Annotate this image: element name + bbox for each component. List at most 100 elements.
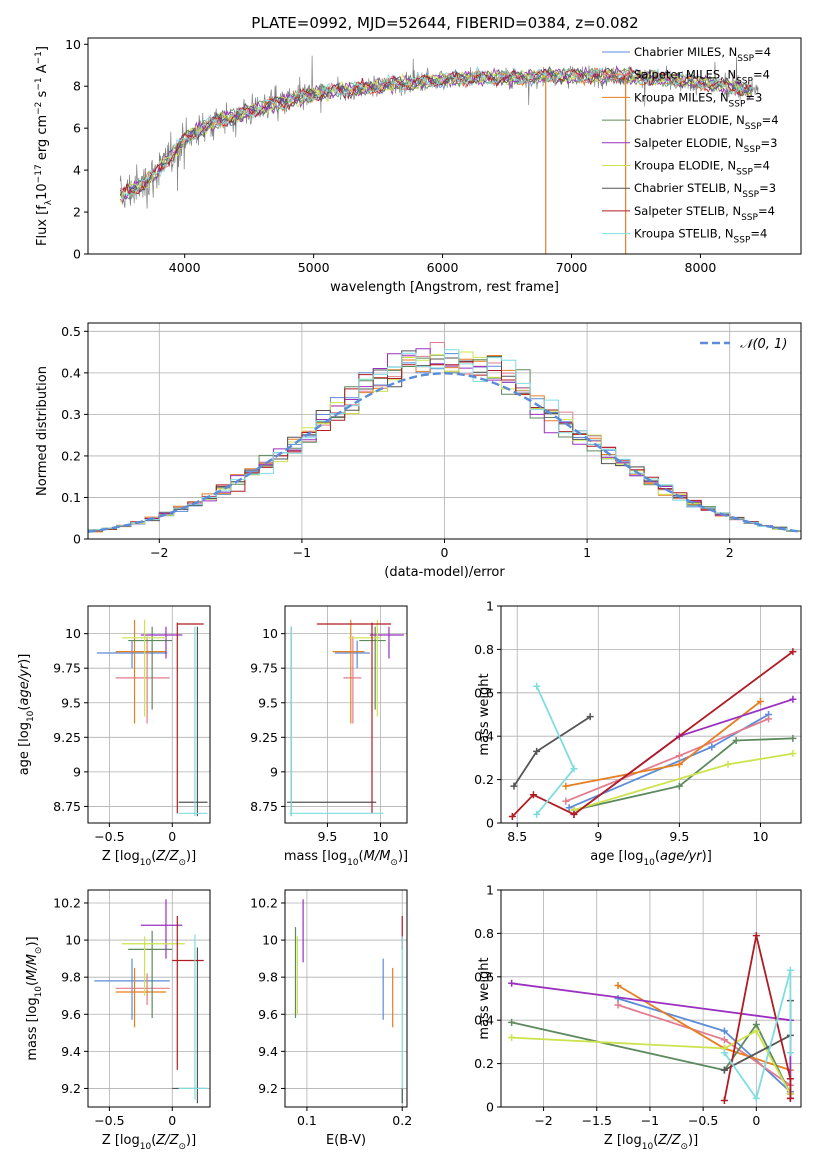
plot-area — [119, 55, 759, 254]
axes-frame — [500, 605, 802, 824]
y-tick-label: 4 — [73, 163, 81, 178]
legend-sub: SSP — [742, 190, 759, 200]
data-point-marker — [565, 804, 573, 812]
label-part: ( — [359, 849, 364, 864]
label-part: Normed distribution — [35, 366, 50, 496]
y-tick-label: 9.4 — [61, 1044, 81, 1059]
label-part: )] — [25, 936, 40, 946]
data-point-marker — [508, 812, 516, 820]
label-part: )] — [398, 849, 408, 864]
y-tick-label: 0.4 — [474, 1013, 494, 1028]
label-part: age/yr — [17, 662, 32, 705]
x-tick-label: 0 — [441, 545, 449, 560]
data-point-marker — [614, 1001, 622, 1009]
model-fit-salpeter-miles — [119, 67, 753, 199]
y-tick-label: 0.6 — [474, 685, 494, 700]
y-tick-label: 10 — [262, 933, 278, 948]
data-point-marker — [724, 760, 732, 768]
weight-series-kroupa-stelib — [723, 970, 792, 1101]
label-part: 10 — [35, 183, 50, 200]
label-part: Z/Z — [657, 1133, 681, 1148]
data-point-marker — [789, 648, 797, 656]
x-tick-label: 10 — [373, 829, 389, 844]
plot-area — [94, 899, 208, 1104]
data-point-marker — [570, 810, 578, 818]
legend-entry: Kroupa ELODIE, NSSP=4 — [634, 159, 770, 178]
label-part: Z/Z — [155, 849, 179, 864]
y-tick-label: 9.5 — [258, 695, 278, 710]
data-point-marker — [789, 695, 797, 703]
x-tick-label: 0.1 — [297, 1113, 317, 1128]
label-part: 10 — [140, 1142, 152, 1152]
label-part: erg cm — [35, 115, 50, 164]
y-tick-label: 9.6 — [258, 1007, 278, 1022]
y-axis-label: mass weight — [477, 673, 492, 755]
data-point-marker — [570, 765, 578, 773]
y-tick-label: 6 — [73, 121, 81, 136]
label-part: Z/Z — [155, 1133, 179, 1148]
legend-name: Salpeter MILES, N — [634, 68, 736, 82]
data-point-marker — [562, 782, 570, 790]
legend-name: Kroupa STELIB, N — [634, 227, 734, 241]
y-tick-label: 0 — [486, 1100, 494, 1115]
data-point-marker — [708, 743, 716, 751]
label-part: )] — [688, 1133, 698, 1148]
label-part: ( — [655, 849, 660, 864]
x-tick-label: 0 — [752, 1113, 760, 1128]
legend-count: =4 — [753, 68, 770, 82]
label-part: 10 — [642, 1142, 654, 1152]
data-point-marker — [508, 1034, 516, 1042]
x-tick-label: −2 — [150, 545, 168, 560]
y-tick-label: 10.2 — [53, 895, 81, 910]
legend-name: Chabrier ELODIE, N — [634, 113, 745, 127]
legend-count: =3 — [759, 181, 776, 195]
label-part: M/M — [364, 849, 391, 864]
y-tick-label: 0 — [486, 816, 494, 831]
y-tick-label: 9 — [73, 764, 81, 779]
label-part: age [log — [590, 849, 643, 864]
legend-name: Chabrier MILES, N — [634, 45, 737, 59]
label-part: −1 — [34, 77, 44, 90]
label-part: ( — [151, 849, 156, 864]
x-axis-label: E(B-V) — [326, 1133, 366, 1148]
label-part: age [log — [17, 722, 32, 775]
x-tick-label: 1 — [583, 545, 591, 560]
data-point-marker — [752, 1094, 760, 1102]
legend-sub: SSP — [729, 99, 746, 109]
y-axis-label: Normed distribution — [35, 366, 50, 496]
y-axis-label: Flux [fλ10−17 erg cm−2 s−1 A−1] — [34, 46, 54, 246]
label-part: ⊙ — [680, 1142, 688, 1152]
spectrum-legend: Chabrier MILES, N SSP =4 Salpeter MILES, N S… — [602, 45, 779, 246]
plot-residuals: −2 −1 0 1 2 0 0.1 0.2 0.3 0.4 0.5 𝒩(0, 1) (data-mode… — [35, 322, 802, 580]
label-part: 10 — [34, 986, 44, 998]
x-tick-label: 4000 — [169, 260, 201, 275]
label-part: −2 — [34, 102, 44, 115]
label-part: )] — [186, 849, 196, 864]
data-point-marker — [533, 747, 541, 755]
label-part: Z [log — [102, 849, 140, 864]
axes-frame — [87, 605, 211, 824]
y-tick-label: 9.25 — [53, 730, 81, 745]
data-point-marker — [720, 1027, 728, 1035]
weight-series-kroupa-miles — [617, 984, 791, 1071]
legend-entry: 𝒩(0, 1) — [740, 337, 787, 352]
weight-series-chabrier-elodie — [573, 737, 793, 811]
y-tick-label: 10 — [262, 626, 278, 641]
label-part: )] — [17, 654, 32, 664]
data-point-marker — [562, 797, 570, 805]
label-part: mass [log — [25, 997, 40, 1060]
legend-entry: Chabrier ELODIE, NSSP=4 — [634, 113, 779, 132]
label-part: ] — [35, 46, 50, 51]
legend-name: Kroupa MILES, N — [634, 90, 729, 104]
legend-count: =4 — [753, 159, 770, 173]
plot-spectrum: 4000 5000 6000 7000 8000 0 2 4 6 8 10 Chabrier MILE… — [34, 37, 802, 295]
label-part: A — [35, 64, 50, 77]
data-point-marker — [732, 737, 740, 745]
legend-name: Kroupa ELODIE, N — [634, 159, 736, 173]
weight-series-salpeter-stelib — [723, 935, 792, 1101]
x-tick-label: 8.5 — [507, 829, 527, 844]
weight-series-kroupa-elodie — [511, 1029, 792, 1095]
plot-area — [96, 619, 208, 817]
data-point-marker — [720, 1049, 728, 1057]
label-part: mass weight — [477, 957, 492, 1039]
